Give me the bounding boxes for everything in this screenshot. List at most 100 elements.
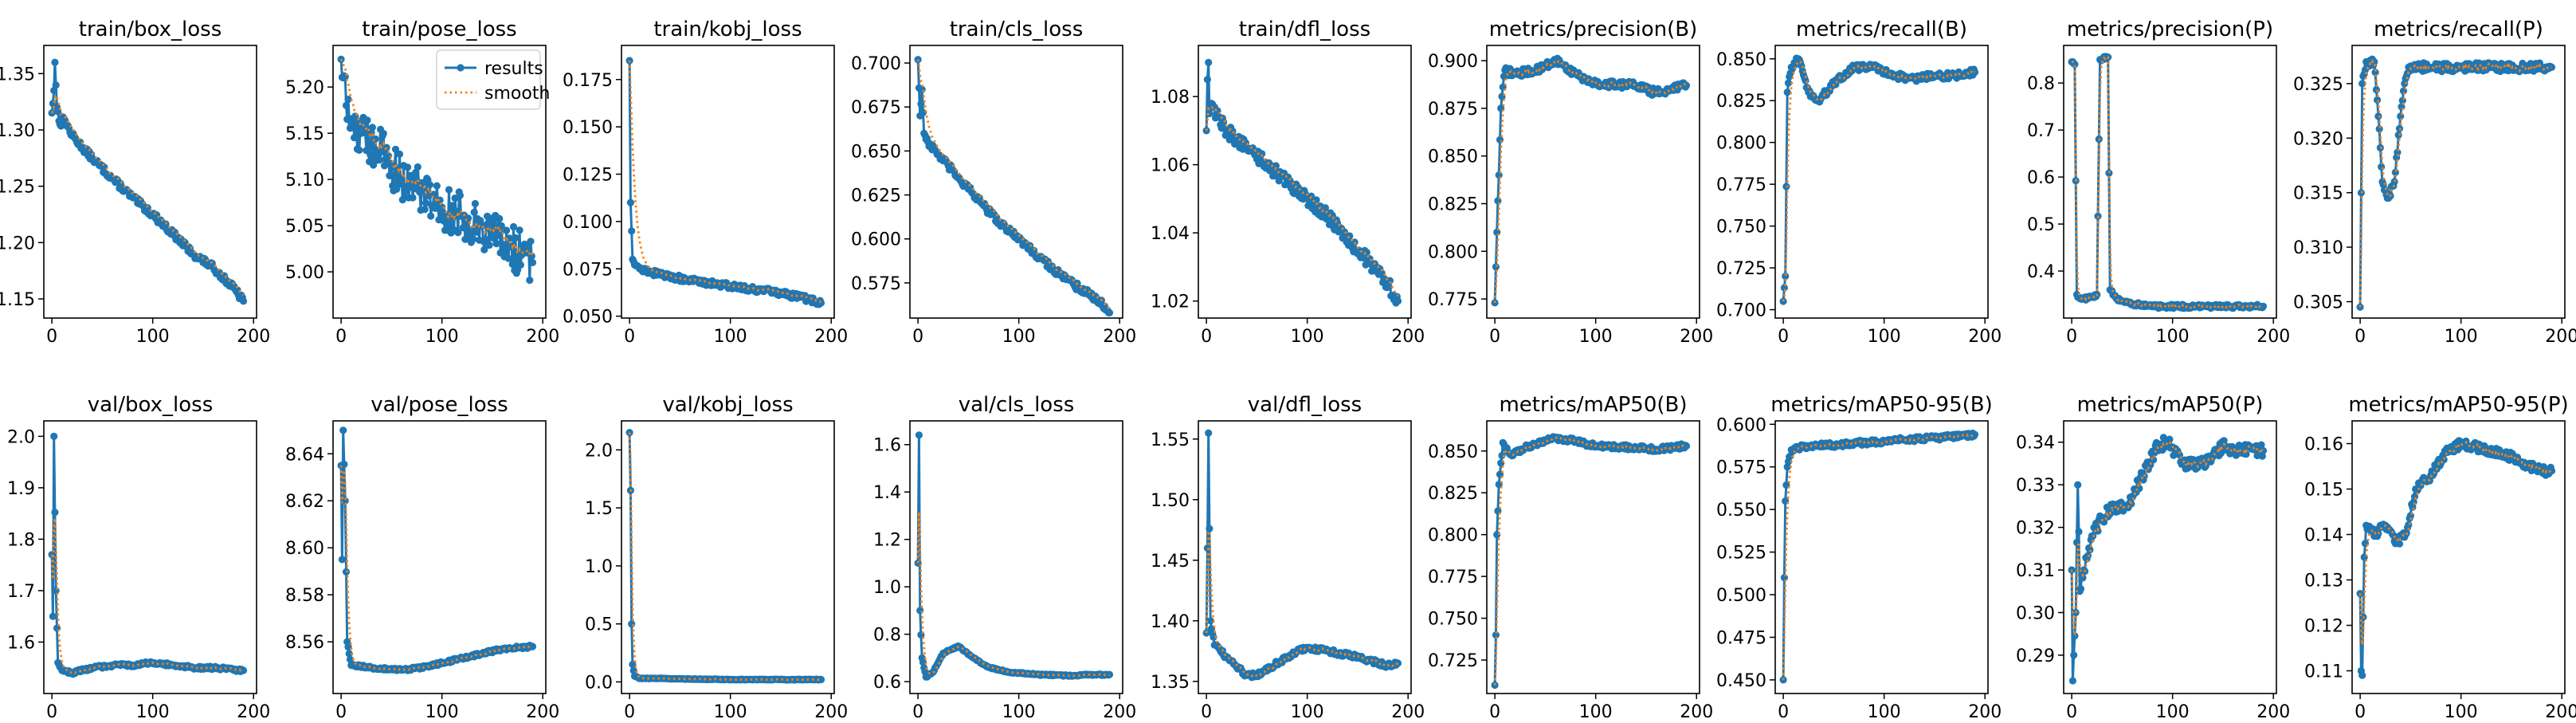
results-point: [395, 150, 404, 158]
y-tick-label: 2.0: [585, 441, 613, 461]
panel-title: metrics/mAP50-95(P): [2348, 393, 2568, 417]
results-point: [916, 607, 924, 615]
results-point: [471, 199, 480, 208]
y-tick-label: 0.150: [563, 118, 613, 138]
results-point: [351, 134, 359, 142]
panel-train-kobj-loss: train/kobj_loss 0 100 200 0.050 0.075 0.100 0.1…: [563, 18, 848, 347]
y-tick-label: 0.850: [1428, 442, 1478, 462]
y-tick-label: 0.800: [1428, 526, 1478, 546]
axes-frame: [1486, 420, 1700, 694]
panel-train-cls-loss: train/cls_loss 0 100 200 0.575 0.600 0.625 0.65…: [851, 18, 1136, 347]
panel-title: train/box_loss: [79, 18, 222, 41]
panel-title: metrics/recall(P): [2374, 18, 2543, 41]
panel-val-box-loss: val/box_loss 0 100 200 1.6 1.7 1.8 1.9 2.0: [7, 393, 270, 722]
axes-frame: [909, 45, 1123, 319]
y-tick-label: 1.7: [7, 582, 35, 602]
x-tick-label: 100: [2445, 702, 2478, 722]
results-point: [342, 101, 351, 109]
results-point: [493, 231, 501, 239]
results-point: [339, 426, 347, 434]
results-point: [527, 238, 535, 246]
panel-metrics-map50-95-p: metrics/mAP50-95(P) 0 100 200 0.11 0.12 0.13 0.…: [2304, 393, 2576, 722]
results-point: [2257, 441, 2265, 449]
legend-results-marker: [457, 64, 465, 72]
results-point: [344, 643, 352, 651]
plot-area: [914, 56, 1114, 316]
panel-val-pose-loss: val/pose_loss 0 100 200 8.56 8.58 8.60 8.62 8.64: [285, 393, 559, 722]
y-tick-label: 0.750: [1428, 610, 1478, 630]
results-point: [503, 226, 511, 234]
x-tick-label: 0: [1778, 327, 1789, 347]
results-point: [472, 228, 480, 236]
legend-results-label: results: [484, 59, 543, 79]
results-point: [485, 241, 493, 250]
x-tick-label: 200: [2545, 327, 2576, 347]
y-tick-label: 0.4: [2027, 262, 2055, 282]
y-tick-label: 0.525: [1716, 544, 1766, 564]
smooth-line: [2358, 440, 2552, 646]
y-tick-label: 5.20: [285, 78, 324, 98]
results-point: [456, 191, 465, 199]
x-tick-label: 100: [2156, 702, 2190, 722]
y-tick-label: 0.575: [851, 274, 901, 294]
panel-title: metrics/precision(B): [1489, 18, 1697, 41]
panel-metrics-map50-b: metrics/mAP50(B) 0 100 200 0.725 0.750 0.775 0.…: [1428, 393, 1713, 722]
x-tick-label: 100: [1291, 327, 1324, 347]
results-point: [915, 431, 923, 439]
results-point: [398, 175, 406, 183]
results-point: [427, 212, 435, 220]
panel-title: val/kobj_loss: [662, 393, 793, 417]
plot-area: [337, 55, 537, 285]
panel-title: metrics/mAP50(P): [2077, 393, 2264, 417]
y-tick-label: 0.700: [1716, 301, 1766, 321]
y-tick-label: 1.55: [1151, 430, 1190, 450]
results-point: [379, 129, 387, 138]
y-tick-label: 0.850: [1428, 147, 1478, 167]
results-point: [1497, 459, 1505, 467]
results-point: [2358, 80, 2366, 88]
results-point: [355, 146, 363, 154]
results-point: [528, 258, 537, 266]
results-point: [378, 147, 386, 155]
y-tick-label: 0.7: [2027, 121, 2055, 141]
y-tick-label: 5.15: [285, 124, 324, 144]
plot-area: [1491, 433, 1691, 690]
y-tick-label: 0.5: [585, 615, 613, 635]
smooth-line: [1782, 433, 1975, 680]
y-tick-label: 8.62: [285, 492, 324, 512]
plot-area: [2068, 434, 2268, 685]
results-point: [1203, 76, 1211, 84]
results-point: [526, 276, 534, 285]
results-point: [480, 246, 488, 253]
results-point: [2166, 435, 2174, 443]
results-point: [344, 96, 352, 104]
plot-area: [2068, 53, 2268, 312]
x-tick-label: 0: [2354, 702, 2366, 722]
y-tick-label: 0.30: [2016, 603, 2055, 623]
axes-frame: [2351, 420, 2566, 694]
results-point: [363, 116, 371, 124]
y-tick-label: 0.825: [1428, 195, 1478, 215]
results-point: [368, 124, 376, 132]
results-point: [409, 194, 417, 202]
panel-title: val/dfl_loss: [1248, 393, 1362, 417]
results-point: [1970, 69, 1979, 77]
x-tick-label: 0: [912, 327, 923, 347]
results-point: [509, 222, 518, 231]
y-tick-label: 0.325: [2293, 75, 2343, 95]
x-tick-label: 200: [814, 327, 848, 347]
x-tick-label: 0: [2066, 327, 2077, 347]
plot-area: [48, 432, 248, 678]
results-point: [454, 229, 462, 237]
plot-area: [625, 429, 825, 684]
x-tick-label: 100: [714, 327, 747, 347]
plot-area: [914, 431, 1114, 681]
x-tick-label: 200: [2545, 702, 2576, 722]
axes-frame: [43, 420, 257, 694]
x-tick-label: 100: [1868, 702, 1901, 722]
legend: results smooth: [436, 49, 550, 110]
results-point: [340, 460, 348, 469]
results-point: [2259, 446, 2268, 455]
y-tick-label: 1.20: [0, 234, 35, 253]
